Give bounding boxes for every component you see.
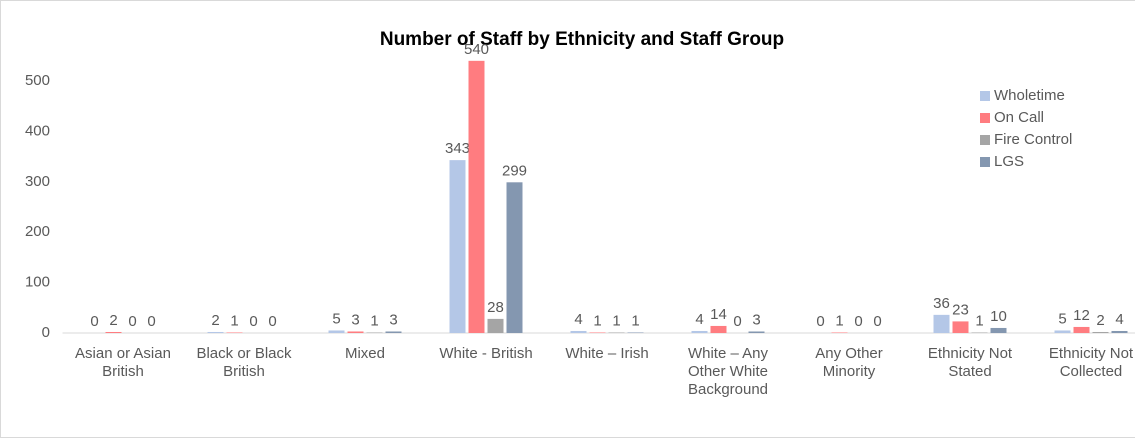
value-label: 4 <box>574 311 582 328</box>
value-label: 12 <box>1073 307 1090 324</box>
y-tick-label: 200 <box>25 223 50 240</box>
bar <box>226 332 243 333</box>
value-label: 0 <box>147 313 155 330</box>
bar <box>691 330 708 333</box>
value-label: 1 <box>975 312 983 329</box>
value-label: 0 <box>733 313 741 330</box>
bar <box>347 331 364 333</box>
legend-label: LGS <box>994 153 1024 170</box>
legend-label: Fire Control <box>994 131 1072 148</box>
value-label: 0 <box>249 313 257 330</box>
x-tick-label: Asian or Asian British <box>75 345 171 380</box>
legend-label: On Call <box>994 109 1044 126</box>
value-label: 5 <box>1058 310 1066 327</box>
bar <box>328 330 345 333</box>
value-label: 3 <box>389 311 397 328</box>
bar <box>971 332 988 333</box>
legend-label: Wholetime <box>994 87 1065 104</box>
value-label: 0 <box>854 313 862 330</box>
value-label: 1 <box>370 312 378 329</box>
bar <box>570 330 587 333</box>
value-label: 0 <box>268 313 276 330</box>
legend-swatch <box>980 135 990 145</box>
bar <box>1073 326 1090 333</box>
x-tick-label: Ethnicity Not Stated <box>927 345 1013 380</box>
y-tick-label: 0 <box>42 324 50 341</box>
value-label: 2 <box>1096 312 1104 329</box>
bar <box>627 332 644 333</box>
x-tick-label: White - British <box>439 345 533 362</box>
legend-swatch <box>980 157 990 167</box>
bar <box>449 160 466 333</box>
value-label: 23 <box>952 301 969 318</box>
value-label: 3 <box>752 311 760 328</box>
value-label: 1 <box>612 312 620 329</box>
bar <box>506 182 523 333</box>
y-tick-label: 400 <box>25 122 50 139</box>
value-label: 28 <box>487 299 504 316</box>
bar <box>1092 331 1109 333</box>
value-label: 1 <box>593 312 601 329</box>
bar <box>105 331 122 333</box>
value-label: 4 <box>695 311 703 328</box>
value-label: 0 <box>128 313 136 330</box>
value-label: 0 <box>873 313 881 330</box>
bar <box>933 314 950 333</box>
x-tick-label: Black or Black British <box>196 345 292 380</box>
bar <box>952 321 969 333</box>
bar <box>1054 330 1071 333</box>
value-label: 1 <box>230 312 238 329</box>
value-label: 36 <box>933 295 950 312</box>
chart-title: Number of Staff by Ethnicity and Staff G… <box>380 29 784 50</box>
legend-swatch <box>980 91 990 101</box>
bar <box>468 60 485 334</box>
bar <box>710 325 727 333</box>
x-tick-label: Any Other Minority <box>815 345 883 380</box>
value-label: 1 <box>835 312 843 329</box>
legend-swatch <box>980 113 990 123</box>
x-tick-label: White – Irish <box>565 345 649 362</box>
value-label: 0 <box>90 313 98 330</box>
bar <box>831 332 848 333</box>
bar <box>990 327 1007 333</box>
value-label: 2 <box>211 312 219 329</box>
value-label: 1 <box>631 312 639 329</box>
value-label: 5 <box>332 310 340 327</box>
value-label: 343 <box>445 140 470 157</box>
value-label: 10 <box>990 308 1007 325</box>
value-label: 299 <box>502 162 527 179</box>
x-tick-label: White – Any Other White Background <box>687 345 769 398</box>
bar <box>608 332 625 333</box>
value-label: 4 <box>1115 311 1123 328</box>
bar <box>1111 330 1128 333</box>
bar <box>748 331 765 333</box>
y-tick-label: 500 <box>25 72 50 89</box>
bar <box>207 331 224 333</box>
bar <box>385 331 402 333</box>
value-label: 2 <box>109 312 117 329</box>
y-tick-label: 300 <box>25 173 50 190</box>
value-label: 540 <box>464 41 489 58</box>
bar <box>589 332 606 333</box>
y-tick-label: 100 <box>25 274 50 291</box>
value-label: 3 <box>351 311 359 328</box>
x-tick-label: Mixed <box>344 345 385 362</box>
x-tick-label: Ethnicity Not Collected <box>1048 345 1134 380</box>
bar <box>366 332 383 333</box>
value-label: 0 <box>816 313 824 330</box>
value-label: 14 <box>710 306 727 323</box>
bar <box>487 318 504 333</box>
